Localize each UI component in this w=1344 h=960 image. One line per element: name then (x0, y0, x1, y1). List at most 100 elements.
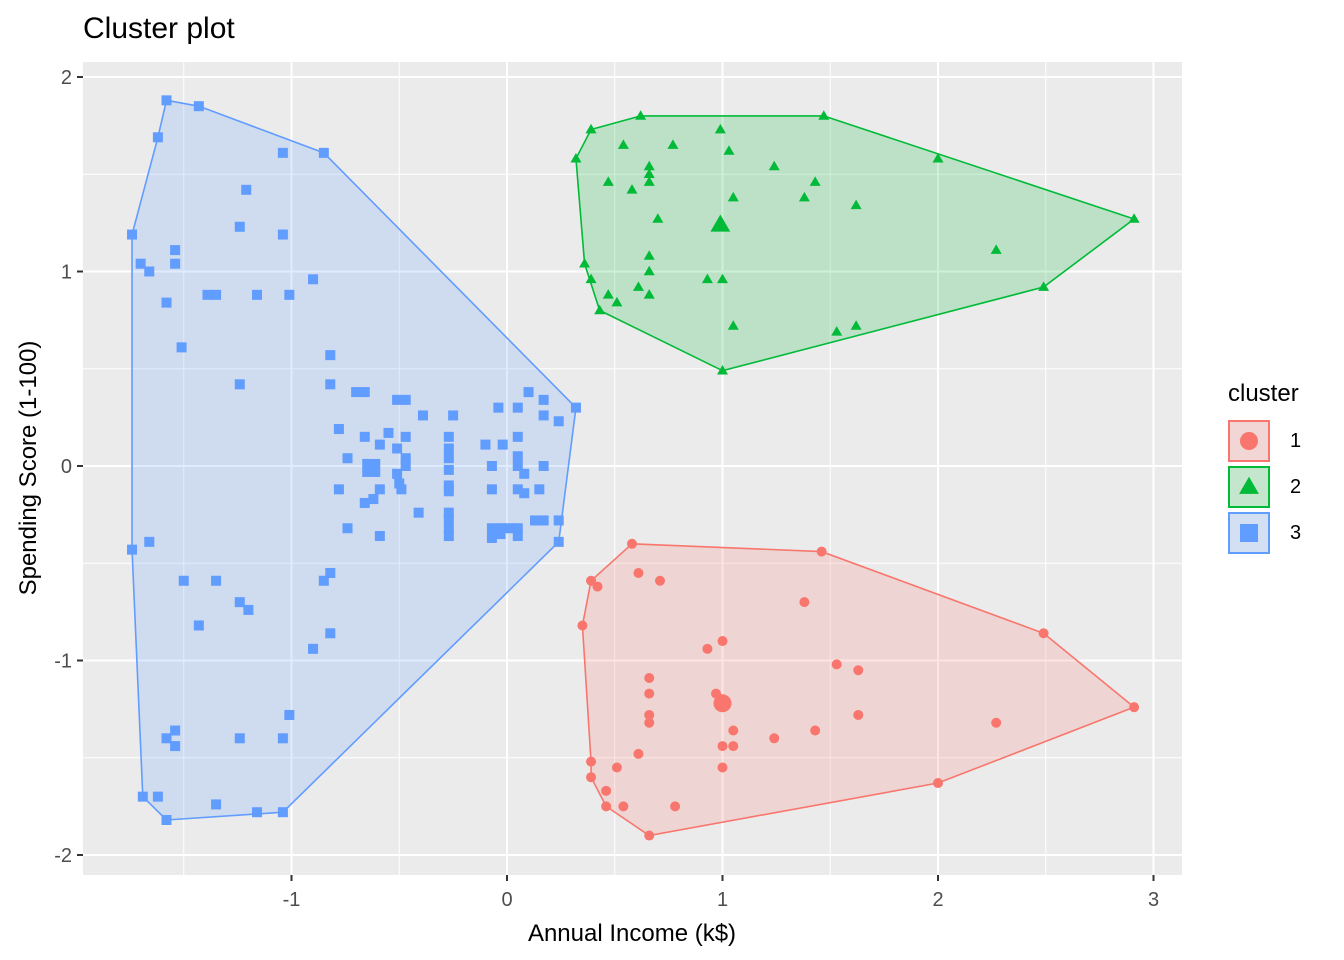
circle-marker (644, 717, 655, 728)
square-marker (368, 494, 379, 505)
circle-marker (1129, 702, 1140, 713)
legend-title: cluster (1228, 380, 1299, 407)
y-axis-title: Spending Score (1-100) (15, 341, 42, 596)
legend-item-cluster-3: 3 (1228, 510, 1301, 556)
square-marker (318, 147, 329, 158)
triangle-marker (643, 289, 655, 299)
triangle-marker (617, 139, 629, 149)
circle-marker (670, 801, 681, 812)
triangle-marker (570, 152, 582, 163)
square-marker (374, 531, 385, 542)
square-marker (553, 416, 564, 427)
square-marker (342, 523, 353, 534)
square-marker (493, 402, 504, 413)
square-marker (417, 410, 428, 421)
square-marker (443, 513, 454, 524)
circle-marker (633, 748, 644, 759)
square-marker (284, 289, 295, 300)
triangle-icon (1228, 466, 1270, 508)
square-marker (374, 484, 385, 495)
square-marker (144, 266, 155, 277)
triangle-marker (727, 320, 739, 330)
square-marker (443, 523, 454, 534)
legend-label: 2 (1290, 475, 1302, 498)
square-marker (152, 791, 163, 802)
square-marker (538, 461, 549, 471)
square-marker (193, 620, 204, 631)
square-marker (333, 484, 344, 495)
circle-marker (853, 709, 864, 720)
triangle-marker (990, 244, 1002, 254)
circle-marker (933, 778, 943, 789)
triangle-marker (723, 145, 735, 155)
circle-marker (728, 725, 739, 736)
y-axis: -2 -1 0 1 2 (54, 67, 83, 867)
circle-marker (816, 546, 827, 557)
triangle-marker (818, 110, 830, 120)
circle-marker (799, 597, 810, 608)
square-marker (396, 484, 407, 495)
square-marker (486, 532, 497, 543)
square-marker (152, 132, 163, 143)
triangle-marker (1038, 281, 1050, 291)
square-marker (318, 575, 329, 586)
square-marker (277, 733, 288, 744)
square-marker (308, 274, 319, 285)
square-marker (538, 515, 549, 526)
square-marker (161, 297, 172, 308)
circle-marker (601, 801, 612, 812)
square-marker (512, 402, 523, 413)
square-marker (359, 497, 370, 508)
square-marker (359, 431, 370, 442)
square-marker (530, 515, 541, 526)
triangle-marker (701, 273, 713, 284)
square-marker (553, 515, 564, 526)
square-marker (413, 507, 424, 518)
cluster-points (127, 95, 1140, 841)
square-marker (534, 484, 545, 495)
triangle-marker (602, 176, 614, 186)
square-marker (443, 480, 454, 491)
triangle-marker (714, 123, 726, 134)
legend-item-cluster-2: 2 (1228, 464, 1301, 510)
square-marker (570, 402, 581, 413)
square-marker (211, 289, 222, 300)
x-tick-label: 0 (501, 889, 512, 911)
circle-glyph (1240, 432, 1258, 450)
x-tick-label: -1 (283, 889, 301, 911)
square-marker (512, 461, 523, 471)
square-marker (383, 427, 394, 438)
square-marker (325, 350, 336, 361)
square-marker (538, 394, 549, 405)
circle-marker (810, 725, 821, 736)
square-glyph (1240, 524, 1258, 542)
square-marker (234, 221, 245, 232)
triangle-marker (643, 176, 655, 186)
circle-marker (728, 741, 739, 752)
square-marker (161, 733, 172, 744)
square-marker (512, 431, 523, 442)
square-marker (127, 229, 138, 240)
circle-marker (586, 575, 597, 586)
square-marker (443, 464, 454, 475)
circle-marker (577, 620, 588, 631)
square-marker (359, 387, 370, 398)
square-marker (333, 424, 344, 435)
square-marker (486, 461, 497, 471)
square-marker (512, 531, 523, 542)
y-tick-label: -2 (54, 845, 72, 867)
square-marker (400, 394, 411, 405)
circle-marker (853, 665, 864, 676)
triangle-marker (643, 160, 655, 171)
circle-marker (655, 575, 666, 586)
square-marker (400, 461, 411, 471)
square-marker (394, 478, 405, 489)
square-marker (374, 439, 385, 450)
square-marker (553, 536, 564, 547)
circle-marker (717, 636, 728, 647)
triangle-marker (809, 176, 821, 186)
square-marker (443, 443, 454, 454)
circle-marker (717, 741, 728, 752)
square-marker (486, 523, 497, 534)
cluster-2-hull (575, 115, 1136, 372)
